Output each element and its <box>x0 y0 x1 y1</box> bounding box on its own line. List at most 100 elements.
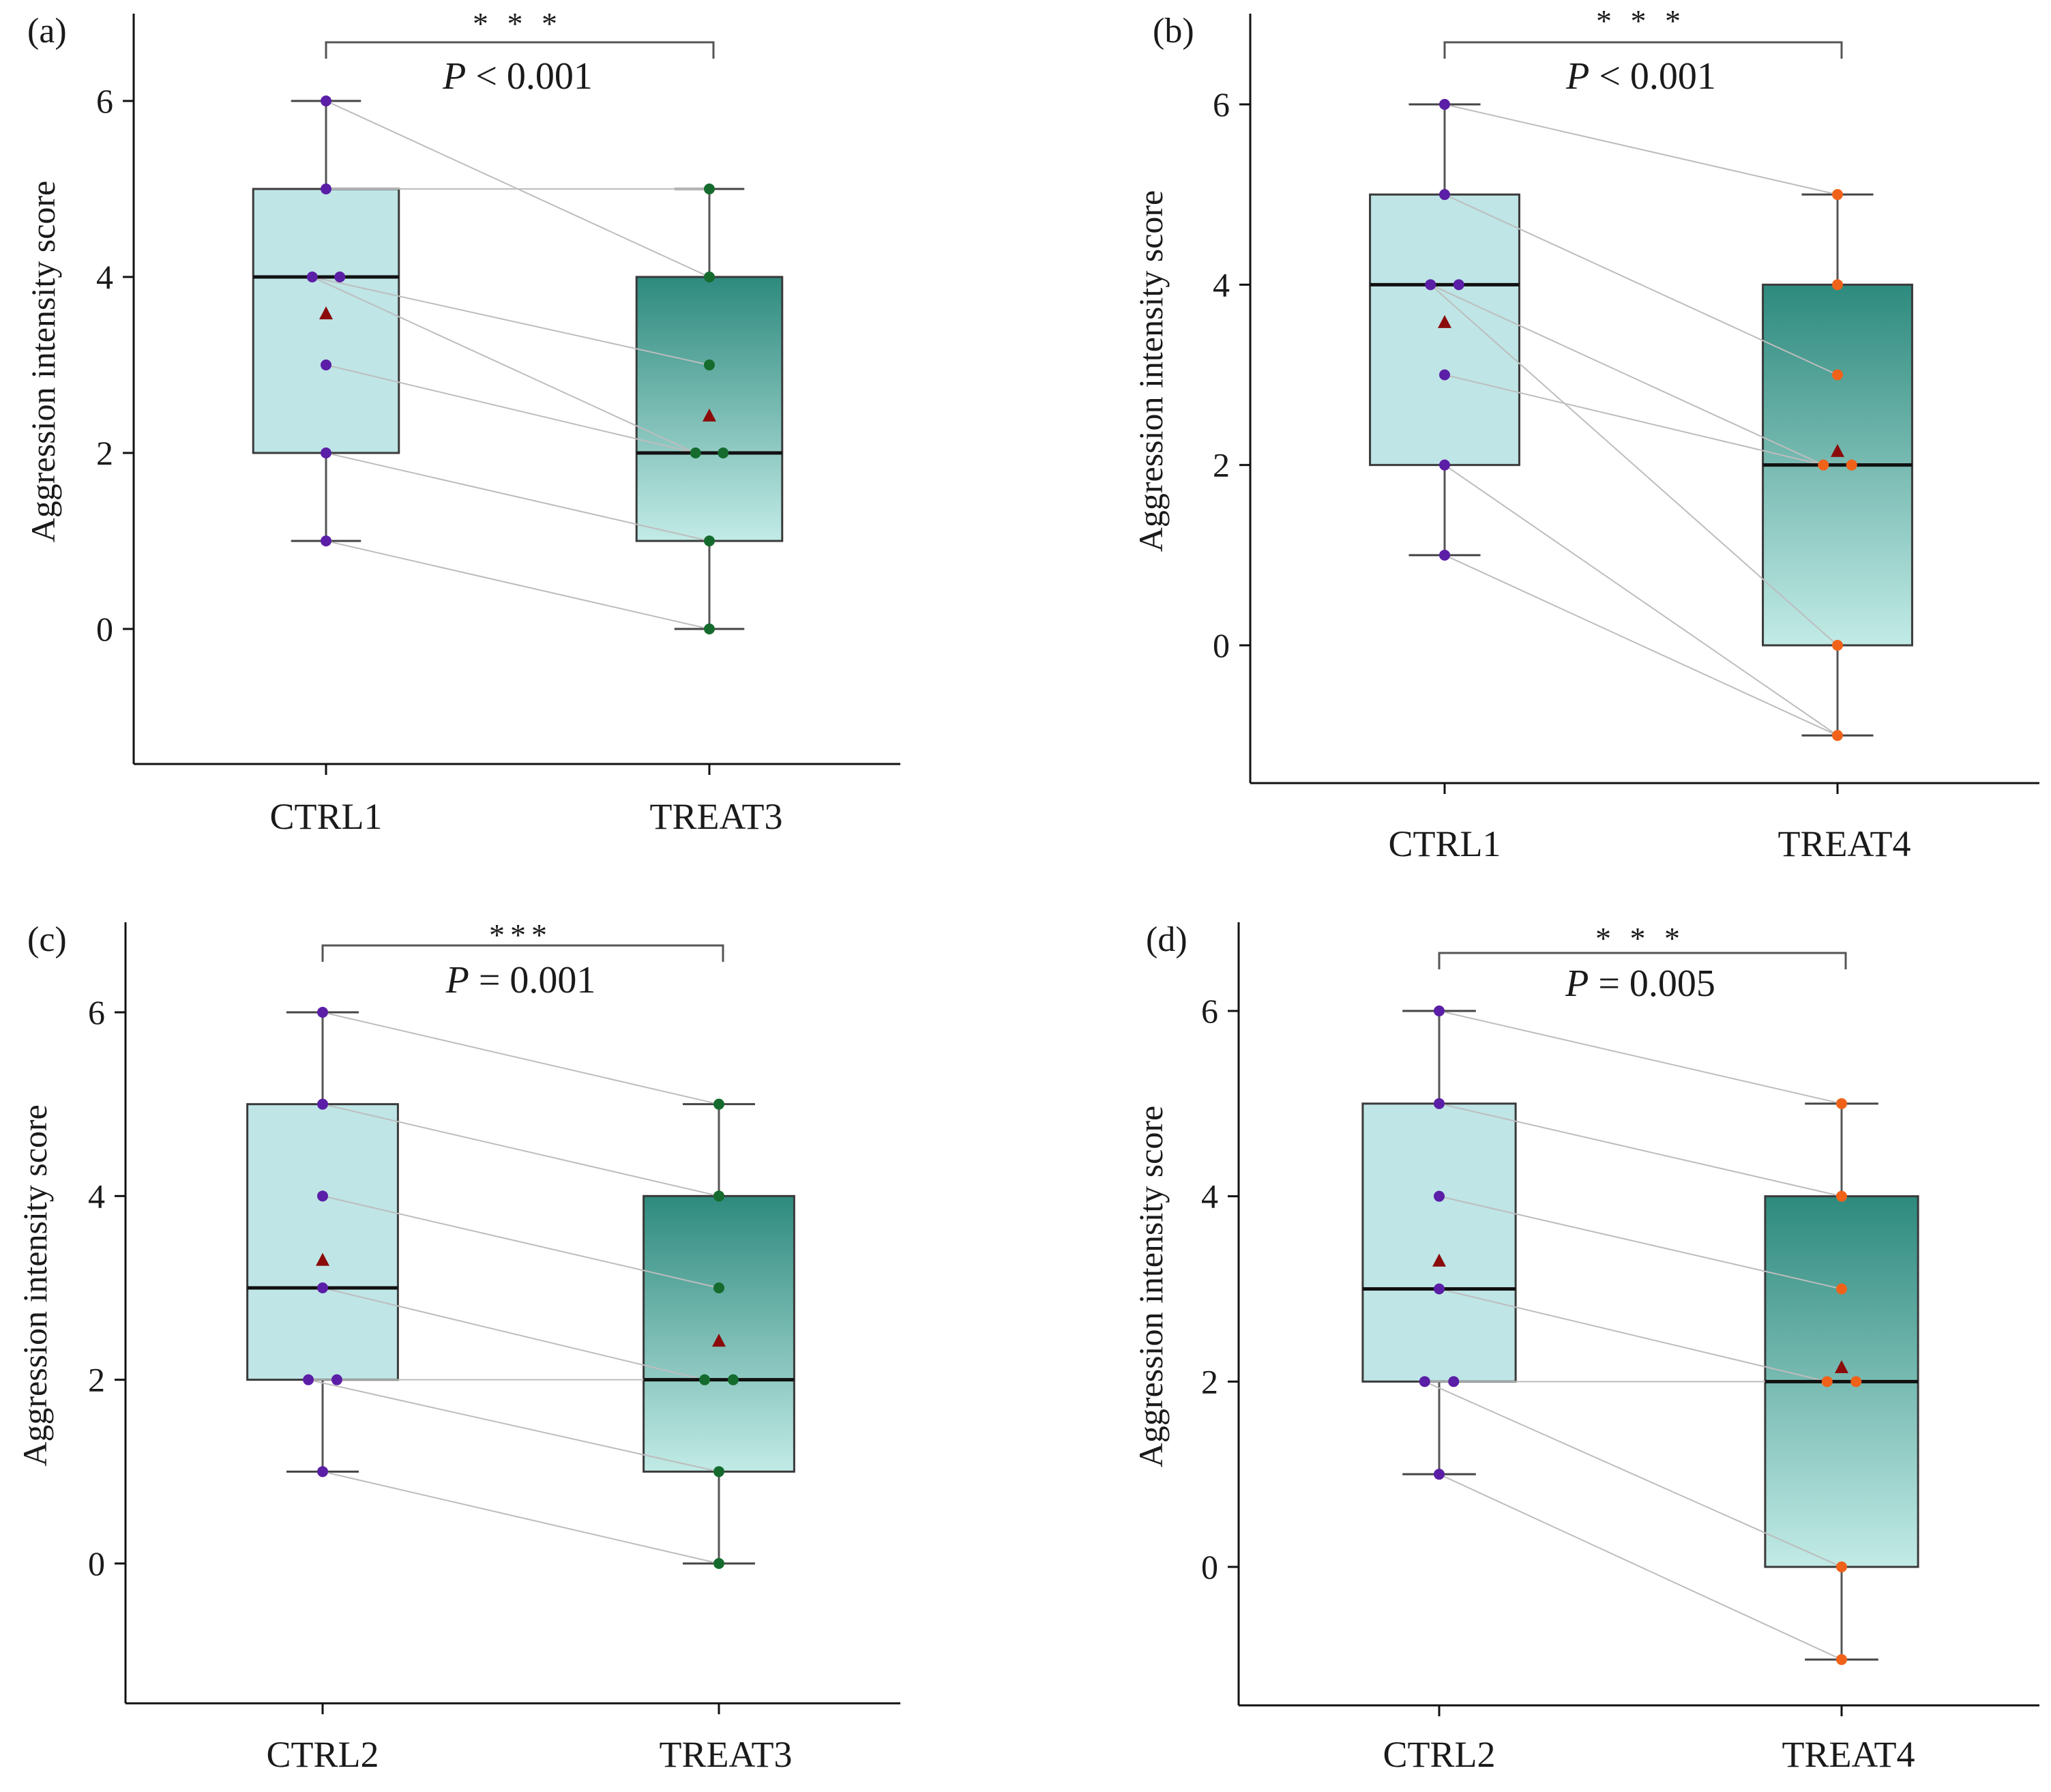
pair-line <box>322 1195 720 1289</box>
iqr-box <box>252 188 400 454</box>
x-category-label: TREAT3 <box>650 796 783 837</box>
panel-a: 0 2 4 6 Aggression intensity score (a) CTRL1 TR… <box>24 6 900 837</box>
data-point <box>1439 189 1450 201</box>
significance-bracket <box>1438 952 1847 969</box>
data-point <box>1434 1005 1445 1016</box>
data-point <box>713 1466 724 1478</box>
pair-line <box>322 1471 720 1564</box>
data-point <box>1439 459 1450 471</box>
box-ctrl2 <box>1361 1010 1517 1475</box>
pair-line <box>322 1103 720 1197</box>
data-point <box>321 535 331 546</box>
data-point <box>1836 1190 1847 1202</box>
data-point <box>1439 549 1450 561</box>
x-category-label: CTRL1 <box>269 796 382 837</box>
pair-line <box>322 1287 705 1381</box>
data-point <box>1448 1376 1460 1387</box>
data-point <box>1836 1561 1847 1572</box>
data-point <box>704 359 715 370</box>
data-point <box>704 535 715 546</box>
mean-marker <box>1432 1253 1446 1267</box>
y-tick-label: 0 <box>1213 626 1230 664</box>
mean-marker <box>316 1252 329 1266</box>
p-value-text: P = 0.005 <box>1565 963 1715 1005</box>
mean-marker <box>319 306 333 320</box>
data-point <box>713 1098 724 1110</box>
data-point <box>1850 1376 1862 1387</box>
data-point <box>317 1098 328 1110</box>
y-tick-label: 0 <box>88 1544 105 1583</box>
pair-line <box>312 276 696 454</box>
data-point <box>1836 1283 1847 1295</box>
data-point <box>1439 369 1450 381</box>
p-value-text: P < 0.001 <box>1565 55 1716 98</box>
significance-stars: * * * <box>1596 3 1686 38</box>
data-point <box>1832 279 1843 291</box>
panel-label: (b) <box>1153 12 1194 50</box>
y-tick-label: 0 <box>96 610 113 648</box>
data-point <box>317 1282 328 1293</box>
data-point <box>727 1374 739 1385</box>
data-point <box>1832 189 1843 201</box>
data-point <box>1846 459 1857 471</box>
pair-line <box>1430 284 1824 466</box>
y-tick-label: 6 <box>1213 85 1230 123</box>
pair-line <box>325 364 696 454</box>
data-point <box>1821 1376 1833 1387</box>
x-category-label: TREAT4 <box>1778 823 1911 864</box>
data-point <box>713 1282 724 1293</box>
y-tick-label: 6 <box>1201 992 1218 1030</box>
data-point <box>1419 1376 1430 1387</box>
mean-marker <box>703 408 716 422</box>
pair-line <box>312 276 710 366</box>
iqr-box <box>1361 1102 1517 1383</box>
data-point <box>1434 1283 1445 1295</box>
data-point <box>1832 640 1843 651</box>
x-category-label: TREAT4 <box>1782 1734 1915 1775</box>
pair-line <box>308 1379 720 1473</box>
y-tick-label: 4 <box>1213 265 1230 304</box>
significance-stars: * * * <box>1595 921 1685 956</box>
pair-line <box>325 540 710 630</box>
panel-d: 0 2 4 6 Aggression intensity score (d) CTRL2 TR… <box>1132 920 2039 1775</box>
iqr-box <box>1369 193 1520 467</box>
data-point <box>1439 99 1450 110</box>
box-ctrl1 <box>252 100 400 542</box>
y-tick-label: 2 <box>88 1361 105 1399</box>
data-point <box>704 183 715 194</box>
p-value-text: P < 0.001 <box>442 55 593 98</box>
data-point <box>306 271 318 282</box>
significance-bracket <box>325 41 715 59</box>
data-point <box>1434 1190 1445 1202</box>
data-point <box>321 359 331 370</box>
pair-line <box>1444 374 1824 466</box>
panel-label: (d) <box>1146 920 1187 959</box>
data-point <box>334 271 346 282</box>
pair-line <box>1438 1102 1842 1197</box>
data-point <box>321 183 331 194</box>
data-point <box>1434 1098 1445 1109</box>
y-tick-label: 2 <box>1213 446 1230 484</box>
mean-marker <box>1835 1360 1848 1373</box>
data-point <box>321 96 331 106</box>
y-axis-label: Aggression intensity score <box>1132 190 1170 552</box>
x-category-label: TREAT3 <box>660 1734 793 1775</box>
mean-marker <box>1438 314 1451 328</box>
x-category-label: CTRL1 <box>1388 823 1501 864</box>
y-axis-label: Aggression intensity score <box>24 181 62 542</box>
data-point <box>1453 279 1464 291</box>
data-point <box>704 271 715 282</box>
p-value-text: P = 0.001 <box>445 959 596 1001</box>
significance-stars: * * * <box>473 6 563 41</box>
significance-bracket <box>321 944 724 962</box>
pair-line <box>322 1012 720 1105</box>
y-tick-label: 4 <box>1201 1177 1218 1216</box>
data-point <box>1832 730 1843 741</box>
data-point <box>317 1466 328 1478</box>
pair-line <box>1444 554 1838 737</box>
y-tick-label: 6 <box>96 82 113 120</box>
y-tick-label: 0 <box>1201 1548 1218 1586</box>
panel-label: (a) <box>27 12 67 50</box>
panel-b: 0 2 4 6 Aggression intensity score (b) CTRL1 TR… <box>1132 3 2039 864</box>
